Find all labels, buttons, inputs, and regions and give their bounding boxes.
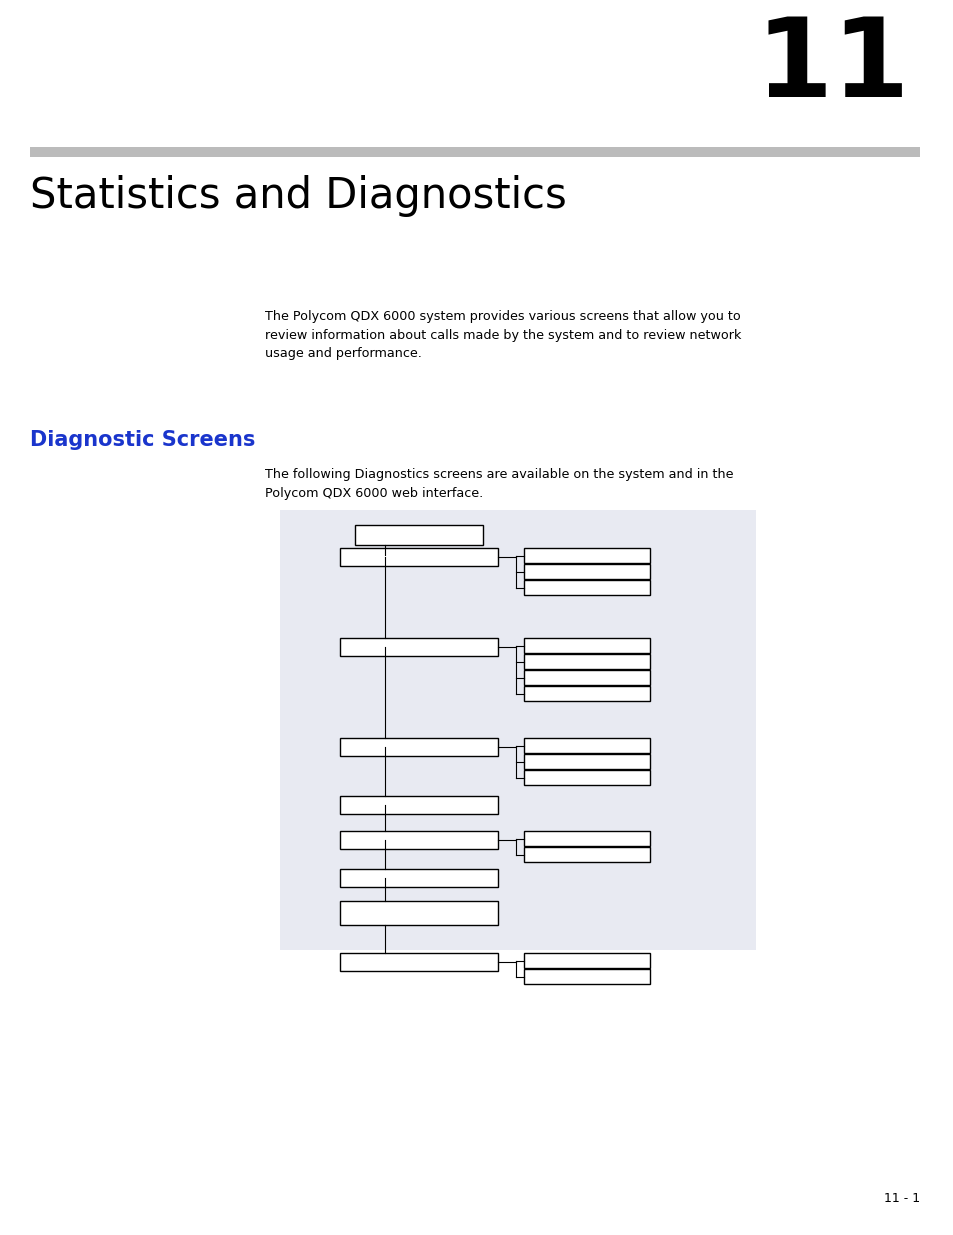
Bar xyxy=(339,797,497,814)
Bar xyxy=(523,755,649,769)
Bar xyxy=(523,969,649,984)
Text: 11 - 1: 11 - 1 xyxy=(882,1192,919,1205)
Text: The Polycom QDX 6000 system provides various screens that allow you to
review in: The Polycom QDX 6000 system provides var… xyxy=(265,310,740,359)
Bar xyxy=(339,548,497,566)
Bar xyxy=(523,580,649,595)
Bar xyxy=(523,564,649,579)
Bar xyxy=(355,525,482,545)
Bar xyxy=(523,685,649,701)
Bar xyxy=(339,739,497,756)
Text: Diagnostic Screens: Diagnostic Screens xyxy=(30,430,255,450)
Bar xyxy=(339,902,497,925)
Bar xyxy=(523,847,649,862)
Bar xyxy=(523,655,649,669)
Bar xyxy=(339,831,497,848)
Bar xyxy=(523,831,649,846)
Bar xyxy=(523,769,649,785)
Bar xyxy=(339,869,497,887)
Bar xyxy=(339,638,497,656)
Text: The following Diagnostics screens are available on the system and in the
Polycom: The following Diagnostics screens are av… xyxy=(265,468,733,499)
Bar xyxy=(339,953,497,971)
Bar xyxy=(30,147,919,157)
Bar xyxy=(523,671,649,685)
Text: Statistics and Diagnostics: Statistics and Diagnostics xyxy=(30,175,566,217)
Bar xyxy=(280,510,755,950)
Text: 11: 11 xyxy=(755,14,909,120)
Bar xyxy=(523,739,649,753)
Bar xyxy=(523,638,649,653)
Bar xyxy=(523,548,649,563)
Bar xyxy=(523,953,649,968)
